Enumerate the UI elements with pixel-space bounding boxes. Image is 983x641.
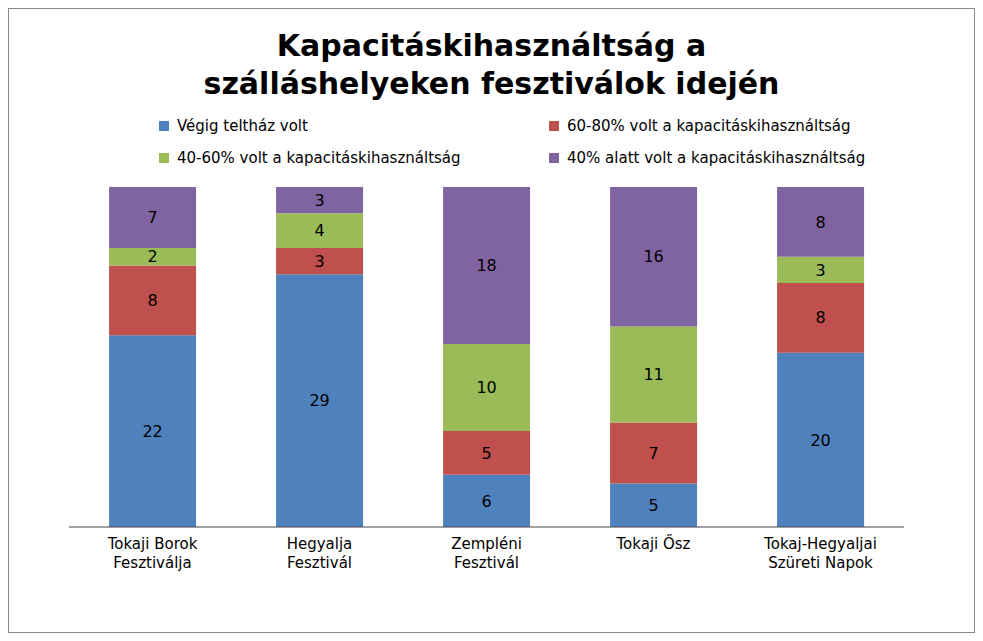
svg-text:3: 3 [314, 191, 324, 210]
svg-text:8: 8 [815, 213, 825, 232]
svg-text:3: 3 [815, 261, 825, 280]
svg-text:Tokaji Ősz: Tokaji Ősz [615, 533, 690, 553]
svg-text:10: 10 [476, 378, 496, 397]
svg-text:7: 7 [147, 208, 157, 227]
svg-text:Tokaji BorokFesztiválja: Tokaji BorokFesztiválja [107, 535, 198, 572]
svg-text:7: 7 [648, 444, 658, 463]
svg-text:20: 20 [810, 431, 830, 450]
svg-text:2: 2 [147, 247, 157, 266]
svg-text:3: 3 [314, 252, 324, 271]
svg-text:8: 8 [147, 291, 157, 310]
html-text:Végig teltház volt: Végig teltház volt [177, 117, 308, 135]
svg-text:4: 4 [314, 221, 324, 240]
svg-text:5: 5 [648, 496, 658, 515]
svg-text:5: 5 [481, 444, 491, 463]
svg-text:11: 11 [643, 365, 663, 384]
svg-text:HegyaljaFesztivál: HegyaljaFesztivál [287, 535, 353, 572]
html-text:40% alatt volt a kapacitáskiha: 40% alatt volt a kapacitáskihasználtság [567, 149, 866, 167]
svg-text:ZempléniFesztivál: ZempléniFesztivál [451, 535, 522, 572]
svg-text:8: 8 [815, 308, 825, 327]
html-text:40-60% volt a kapacitáskihaszn: 40-60% volt a kapacitáskihasználtság [177, 149, 461, 167]
html-text:Kapacitáskihasználtság a száll: Kapacitáskihasználtság a szálláshelyeken… [203, 28, 780, 101]
svg-text:Tokaj-HegyaljaiSzüreti Napok: Tokaj-HegyaljaiSzüreti Napok [763, 535, 877, 572]
svg-text:6: 6 [481, 492, 491, 511]
html-text:60-80% volt a kapacitáskihaszn: 60-80% volt a kapacitáskihasználtság [567, 117, 851, 135]
svg-text:18: 18 [476, 256, 496, 275]
svg-text:29: 29 [309, 391, 329, 410]
svg-text:16: 16 [643, 247, 663, 266]
svg-text:22: 22 [142, 422, 162, 441]
